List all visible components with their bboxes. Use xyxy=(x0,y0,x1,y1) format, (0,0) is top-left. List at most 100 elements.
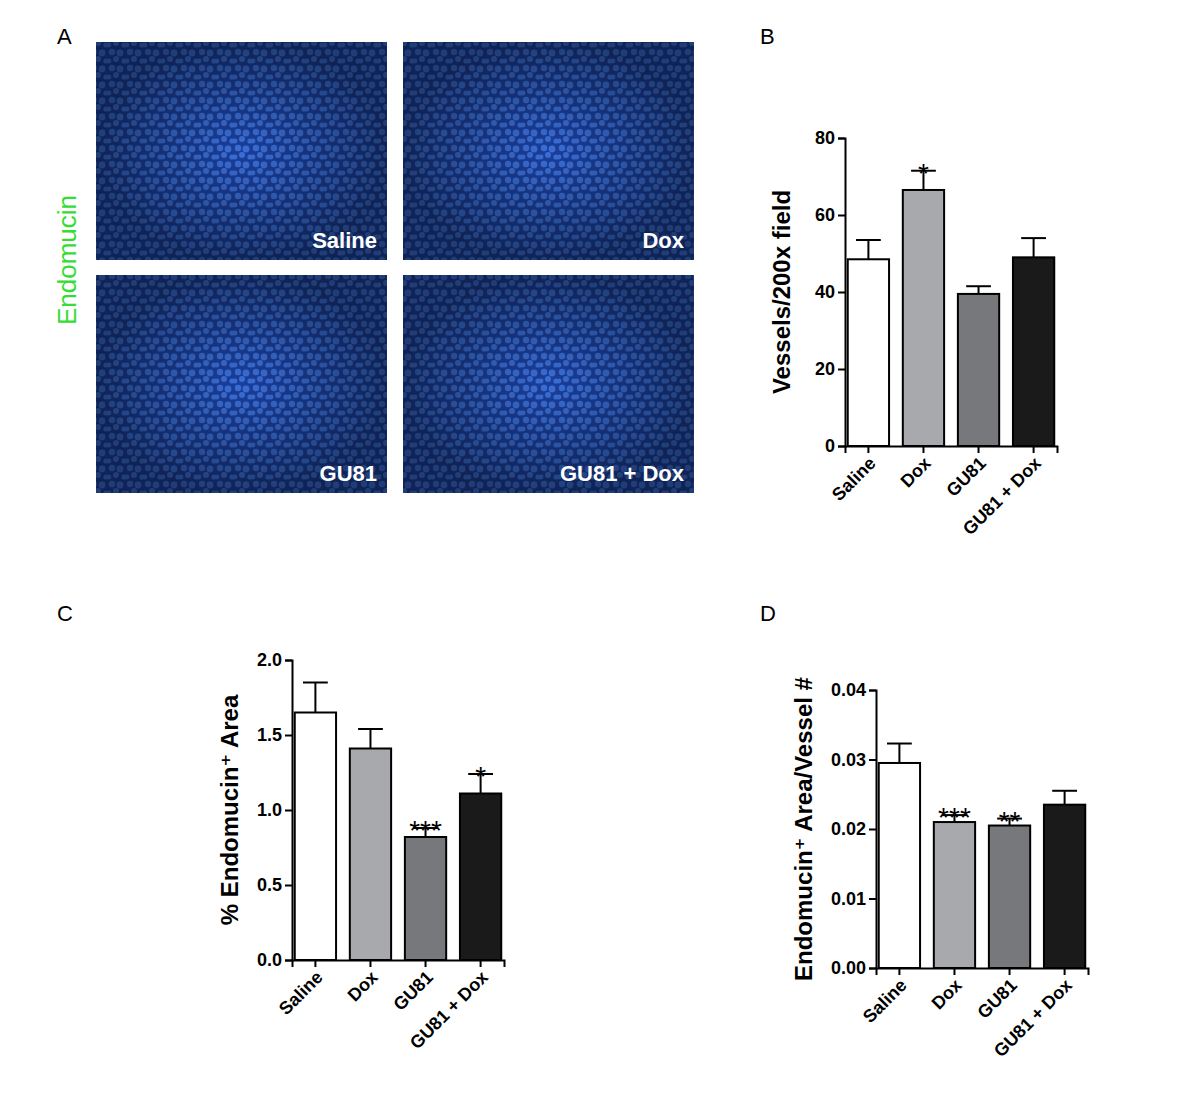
tick-mark xyxy=(425,960,427,967)
x-axis: SalineDoxGU81GU81 + Dox xyxy=(828,446,1057,539)
tick-label: 0.02 xyxy=(831,819,866,839)
micrograph-shade xyxy=(96,42,387,260)
error-cap xyxy=(1052,790,1077,792)
bar xyxy=(958,294,999,446)
axis-title: Vessels/200x field xyxy=(768,190,795,394)
tick: GU81 + Dox xyxy=(959,446,1045,539)
micrograph-label: GU81 + Dox xyxy=(560,461,685,486)
tick-label: 0.03 xyxy=(831,750,866,770)
tick: 0.5 xyxy=(257,875,292,895)
significance: * xyxy=(475,761,486,792)
micrograph-image xyxy=(403,275,694,493)
x-axis: Saline DoxGU81GU81 + Dox xyxy=(275,960,504,1053)
tick: 0.03 xyxy=(831,750,876,770)
error-cap xyxy=(1021,237,1046,239)
tick-mark xyxy=(285,960,292,962)
tick: GU81 xyxy=(389,960,436,1015)
tick-mark xyxy=(869,968,876,970)
tick: Dox xyxy=(897,446,935,491)
y-axis: 0.000.010.020.030.04 xyxy=(831,680,877,978)
tick-mark xyxy=(838,446,845,448)
micrograph-image xyxy=(96,275,387,493)
panel-label: A xyxy=(57,24,72,49)
tick-mark xyxy=(285,810,292,812)
significance: * xyxy=(918,158,929,189)
tick-label: 2.0 xyxy=(257,650,282,670)
tick-mark xyxy=(838,369,845,371)
significance: *** xyxy=(938,802,971,833)
bar xyxy=(460,794,501,961)
tick: Saline xyxy=(275,960,327,1019)
tick-mark xyxy=(285,735,292,737)
tick: 0.01 xyxy=(831,889,876,909)
micrograph-image xyxy=(96,42,387,260)
tick: 60 xyxy=(815,205,845,225)
tick: Dox xyxy=(928,968,966,1013)
tick: 2.0 xyxy=(257,650,292,670)
micrograph: Saline xyxy=(96,42,387,260)
tick-label: 0.04 xyxy=(831,680,866,700)
error-stem xyxy=(369,729,371,749)
tick-label: 0.5 xyxy=(257,875,282,895)
tick-mark xyxy=(1009,968,1011,975)
tick-label: 0.01 xyxy=(831,889,866,909)
bar-chart: C****0.00.51.01.52.0SalineDoxGU81GU81 + … xyxy=(57,601,505,1053)
bar xyxy=(1044,805,1085,968)
micrograph-image xyxy=(403,42,694,260)
error-cap xyxy=(966,285,991,287)
tick-mark xyxy=(869,690,876,692)
error-stem xyxy=(978,286,980,294)
micrograph: GU81 xyxy=(96,275,387,493)
bar xyxy=(405,837,446,960)
micrograph-shade xyxy=(403,275,694,493)
tick: 80 xyxy=(815,128,845,148)
panel-label: B xyxy=(760,24,775,49)
panel-label: D xyxy=(760,601,776,626)
bar xyxy=(1013,257,1054,446)
tick-label: Dox xyxy=(897,453,935,491)
tick-label: 40 xyxy=(815,282,835,302)
bar xyxy=(350,749,391,961)
error-stem xyxy=(1033,238,1035,257)
x-axis: SalineDoxGU81GU81 + Dox xyxy=(859,968,1088,1061)
figure: AEndomucinSalineDoxGU81GU81 + DoxB*02040… xyxy=(0,0,1200,1104)
tick: Dox xyxy=(344,960,382,1005)
y-axis: 0.00.51.01.52.0 xyxy=(257,650,293,970)
micrograph: Dox xyxy=(403,42,694,260)
tick: GU81 + Dox xyxy=(406,960,492,1053)
tick-label: GU81 + Dox xyxy=(959,453,1045,539)
tick: 0.04 xyxy=(831,680,876,700)
error-bar xyxy=(856,240,881,259)
tick-mark xyxy=(1064,968,1066,975)
tick-label: GU81 xyxy=(942,453,989,500)
tick-label: GU81 xyxy=(973,975,1020,1022)
tick: GU81 + Dox xyxy=(990,968,1076,1061)
micrograph-shade xyxy=(96,275,387,493)
tick: 0.0 xyxy=(257,950,292,970)
tick-mark xyxy=(838,215,845,217)
tick-label: 0.0 xyxy=(257,950,282,970)
bar xyxy=(879,763,920,968)
error-bar xyxy=(1052,791,1077,805)
axis-line xyxy=(846,447,1058,454)
micrograph-shade xyxy=(403,42,694,260)
bar xyxy=(934,822,975,968)
error-cap xyxy=(856,239,881,241)
bar-chart: D*****0.000.010.020.030.04SalineDoxGU81G… xyxy=(760,601,1089,1061)
tick-mark xyxy=(369,960,371,967)
tick-label: Saline xyxy=(275,967,327,1019)
y-axis: 020406080 xyxy=(815,128,846,456)
tick-label: 20 xyxy=(815,359,835,379)
micrograph-label: Saline xyxy=(312,228,377,253)
axis-title: % Endomucin⁺ Area xyxy=(216,694,243,925)
error-bar xyxy=(303,683,328,713)
tick-mark xyxy=(869,759,876,761)
tick: 1.5 xyxy=(257,725,292,745)
plot-area xyxy=(879,744,1085,968)
error-stem xyxy=(898,744,900,763)
axis-title: Endomucin⁺ Area/Vessel # xyxy=(790,677,817,981)
axis-line xyxy=(869,691,877,969)
tick-label: 80 xyxy=(815,128,835,148)
tick: 20 xyxy=(815,359,845,379)
tick-mark xyxy=(1033,446,1035,453)
